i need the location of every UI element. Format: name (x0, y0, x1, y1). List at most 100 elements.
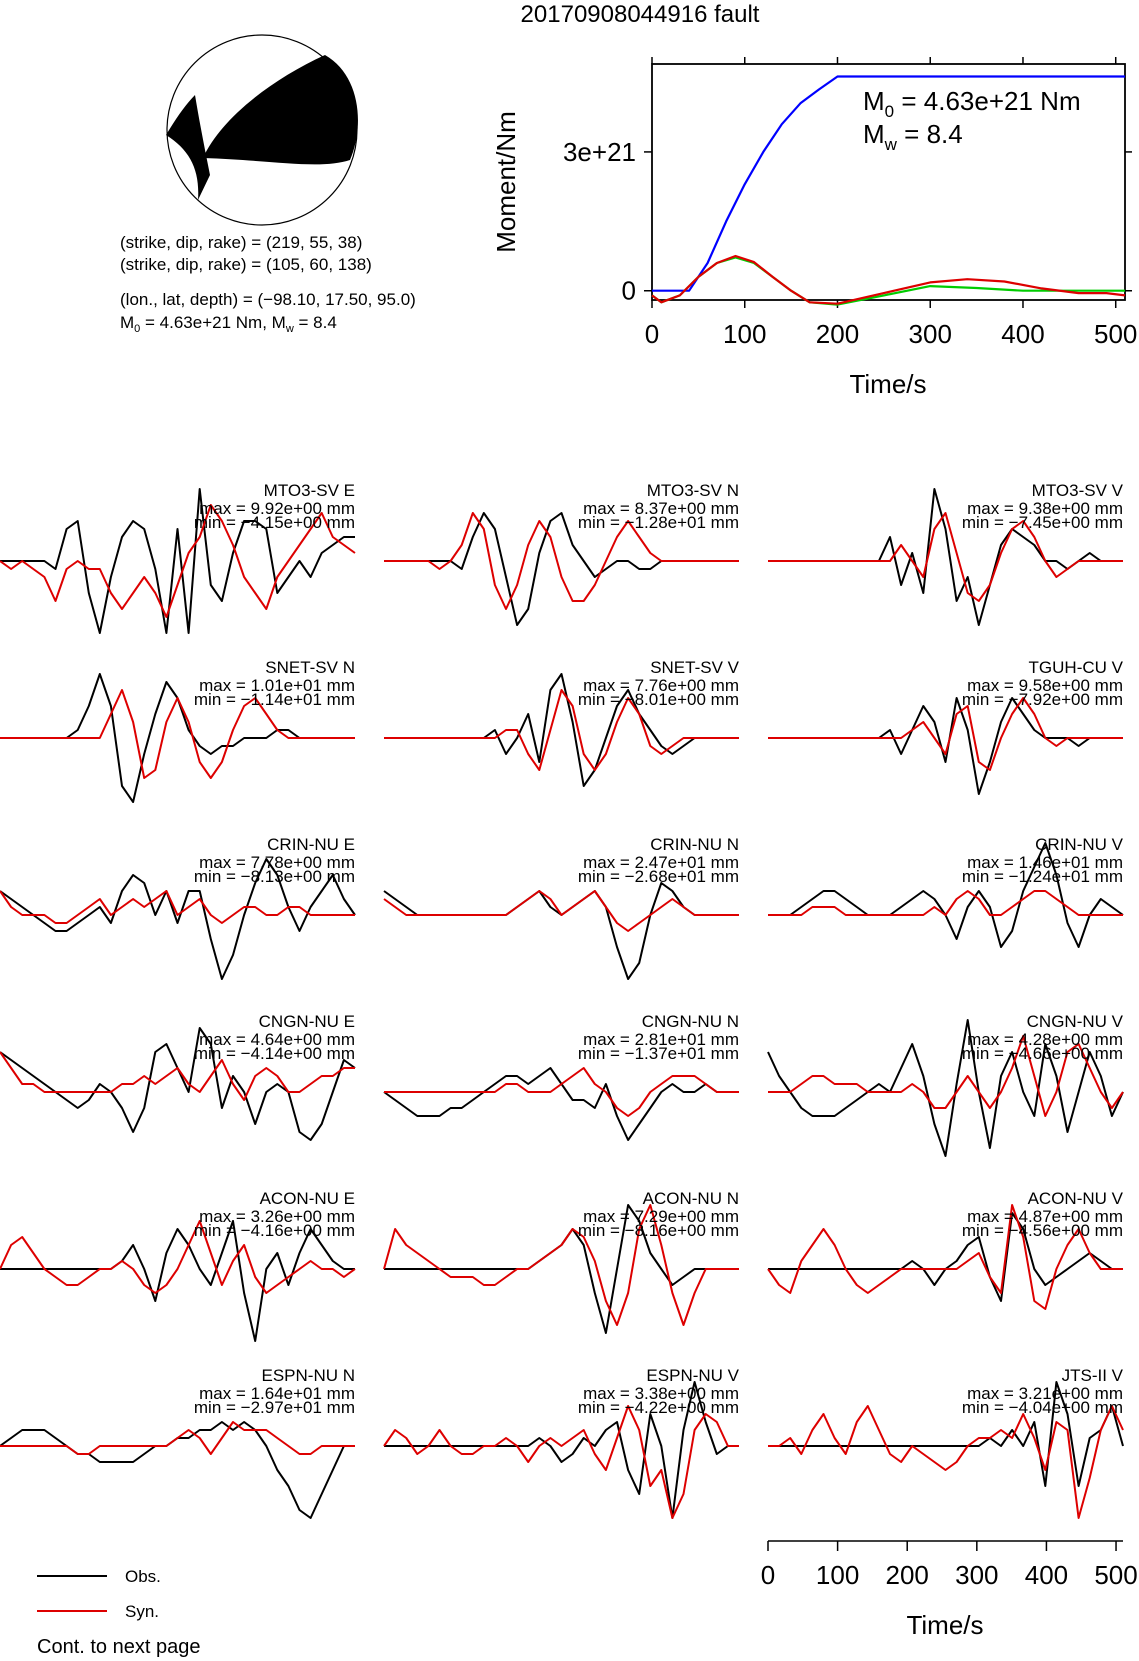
legend: Obs. Syn. (37, 1567, 161, 1621)
nodal-plane-1: (strike, dip, rake) = (219, 55, 38) (120, 233, 362, 252)
moment-mw-annotation: Mw = 8.4 (863, 119, 963, 154)
min-amplitude: min = −1.24e+01 mm (962, 867, 1123, 886)
station-label: TGUH-CU V (1029, 658, 1124, 677)
synthetic-trace (768, 512, 1123, 602)
moment-plot-frame (651, 63, 1126, 301)
synthetic-trace (383, 1405, 739, 1519)
moment-series-line (651, 254, 1126, 305)
max-amplitude: max = 9.58e+00 mm (967, 676, 1123, 695)
synthetic-trace (0, 1421, 355, 1455)
max-amplitude: max = 2.81e+01 mm (583, 1030, 739, 1049)
moment-m0-annotation: M0 = 4.63e+21 Nm (863, 86, 1081, 121)
hypocenter: (lon., lat, depth) = (−98.10, 17.50, 95.… (120, 290, 416, 309)
max-amplitude: max = 3.38e+00 mm (583, 1384, 739, 1403)
station-label: ESPN-NU V (646, 1366, 739, 1385)
moment-y-tick-label: 3e+21 (563, 137, 636, 167)
station-label: MTO3-SV E (264, 481, 355, 500)
continuation-note: Cont. to next page (37, 1636, 200, 1658)
waveform-x-tick-label: 0 (761, 1560, 775, 1590)
waveform-x-tick-label: 400 (1025, 1560, 1068, 1590)
synthetic-trace (0, 504, 356, 618)
min-amplitude: min = −4.56e+00 mm (962, 1221, 1123, 1240)
station-label: CNGN-NU N (642, 1012, 739, 1031)
min-amplitude: min = −4.22e+00 mm (578, 1398, 739, 1417)
min-amplitude: min = −4.04e+00 mm (962, 1398, 1123, 1417)
station-label: CNGN-NU E (259, 1012, 355, 1031)
moment-x-axis-label: Time/s (849, 369, 926, 399)
max-amplitude: max = 7.78e+00 mm (199, 853, 355, 872)
station-label: CNGN-NU V (1027, 1012, 1124, 1031)
min-amplitude: min = −8.16e+00 mm (578, 1221, 739, 1240)
station-label: ACON-NU N (643, 1189, 739, 1208)
moment-y-tick-label: 0 (622, 276, 636, 306)
max-amplitude: max = 7.76e+00 mm (583, 676, 739, 695)
legend-obs-label: Obs. (125, 1567, 161, 1586)
max-amplitude: max = 3.21e+00 mm (967, 1384, 1123, 1403)
station-label: ESPN-NU N (261, 1366, 355, 1385)
waveform-time-axis: Time/s 0 100 200 300 400 500 (761, 1540, 1138, 1640)
moment-summary: M0 = 4.63e+21 Nm, Mw = 8.4 (120, 313, 337, 335)
synthetic-trace (384, 512, 739, 610)
moment-x-tick-label: 300 (909, 319, 952, 349)
max-amplitude: max = 9.92e+00 mm (199, 499, 355, 518)
moment-axes: 0 100 200 300 400 500 0 3e+21 (563, 57, 1137, 349)
moment-x-tick-label: 0 (645, 319, 659, 349)
observed-trace (0, 488, 355, 634)
synthetic-trace (383, 1204, 739, 1326)
observed-trace (768, 697, 1123, 795)
station-label: ACON-NU V (1028, 1189, 1124, 1208)
station-label: CRIN-NU V (1035, 835, 1123, 854)
station-label: CRIN-NU E (267, 835, 355, 854)
synthetic-trace (768, 1035, 1124, 1117)
synthetic-trace (383, 890, 739, 932)
beachball-icon (166, 34, 358, 226)
moment-series-line (651, 256, 1125, 306)
observed-trace (0, 1220, 355, 1342)
min-amplitude: min = −7.92e+00 mm (962, 690, 1123, 709)
synthetic-trace (768, 1405, 1124, 1519)
waveform-x-tick-label: 200 (886, 1560, 929, 1590)
observed-trace (383, 882, 739, 980)
station-label: JTS-II V (1062, 1366, 1124, 1385)
waveform-x-tick-label: 100 (816, 1560, 859, 1590)
moment-y-axis-label: Moment/Nm (491, 111, 521, 253)
station-label: SNET-SV V (650, 658, 739, 677)
nodal-plane-2: (strike, dip, rake) = (105, 60, 138) (120, 255, 372, 274)
observed-trace (383, 1067, 739, 1141)
observed-trace (768, 1381, 1124, 1487)
moment-x-tick-label: 100 (723, 319, 766, 349)
max-amplitude: max = 7.29e+00 mm (583, 1207, 739, 1226)
observed-trace (384, 1381, 739, 1519)
waveform-x-tick-label: 300 (955, 1560, 998, 1590)
legend-syn-label: Syn. (125, 1602, 159, 1621)
min-amplitude: min = −8.13e+00 mm (194, 867, 355, 886)
synthetic-trace (768, 697, 1123, 771)
min-amplitude: min = −2.68e+01 mm (578, 867, 739, 886)
moment-series-line (652, 75, 1125, 292)
station-label: MTO3-SV N (647, 481, 739, 500)
observed-trace (0, 1421, 355, 1519)
min-amplitude: min = −4.15e+00 mm (194, 513, 355, 532)
min-amplitude: min = −1.14e+01 mm (194, 690, 355, 709)
max-amplitude: max = 2.47e+01 mm (583, 853, 739, 872)
